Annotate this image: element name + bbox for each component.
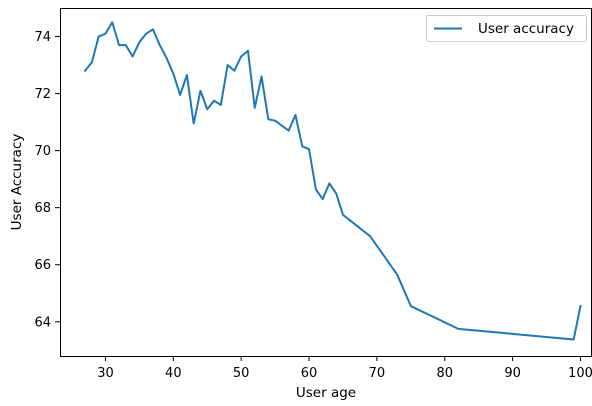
x-tick-label: 30 <box>97 366 114 381</box>
x-axis-label: User age <box>296 385 356 401</box>
y-tick-label: 70 <box>34 144 51 159</box>
x-tick-label: 90 <box>504 366 521 381</box>
y-axis: 64 66 68 70 72 74 <box>34 30 60 330</box>
legend: User accuracy <box>426 15 587 42</box>
x-tick-label: 100 <box>568 366 592 381</box>
y-tick-label: 64 <box>34 315 51 330</box>
legend-label: User accuracy <box>478 21 574 37</box>
x-tick-label: 50 <box>233 366 250 381</box>
x-tick-label: 70 <box>369 366 386 381</box>
x-axis: 30 40 50 60 70 80 90 100 <box>97 356 592 381</box>
x-tick-label: 40 <box>165 366 182 381</box>
y-tick-label: 74 <box>34 30 51 45</box>
x-tick-label: 80 <box>436 366 453 381</box>
y-tick-label: 72 <box>34 87 51 102</box>
legend-box <box>426 15 587 42</box>
y-tick-label: 68 <box>34 201 51 216</box>
y-axis-label: User Accuracy <box>9 134 25 231</box>
y-tick-label: 66 <box>34 258 51 273</box>
x-tick-label: 60 <box>301 366 318 381</box>
series-line-1 <box>83 21 582 341</box>
